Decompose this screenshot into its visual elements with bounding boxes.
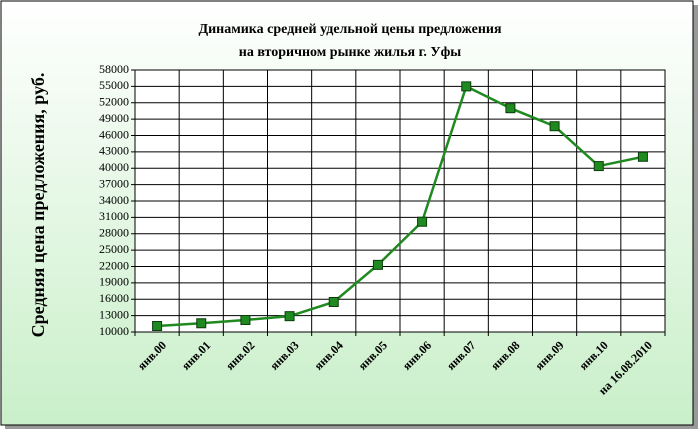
marker [593,161,604,172]
y-tick-label: 28000 [99,226,129,240]
y-tick-label: 31000 [99,209,129,223]
y-tick-label: 37000 [99,176,129,190]
marker [196,318,207,329]
line [157,84,644,328]
marker [284,311,295,322]
y-tick-label: 13000 [99,307,129,321]
marker [505,103,516,114]
y-axis-label: Средняя цена предложения, руб. [28,73,48,338]
y-tick-label: 46000 [99,127,129,141]
marker [372,259,383,270]
y-tick-label: 49000 [99,111,129,125]
marker [328,296,339,307]
chart-title: на вторичном рынке жилья г. Уфы [239,45,462,60]
chart-title: Динамика средней удельной цены предложен… [198,22,502,37]
marker [417,216,428,227]
plot-border [134,69,666,333]
y-tick-label: 25000 [99,242,129,256]
y-tick-label: 22000 [99,258,129,272]
y-tick-label: 58000 [99,62,129,76]
marker [549,121,560,132]
marker [152,320,163,331]
y-tick-label: 34000 [99,193,129,207]
y-tick-label: 55000 [99,78,129,92]
y-tick-label: 43000 [99,144,129,158]
marker [637,151,648,162]
y-tick-label: 52000 [99,95,129,109]
y-tick-label: 40000 [99,160,129,174]
y-tick-label: 10000 [99,324,129,338]
y-tick-label: 16000 [99,291,129,305]
marker [240,314,251,325]
y-tick-label: 19000 [99,275,129,289]
marker [461,81,472,92]
